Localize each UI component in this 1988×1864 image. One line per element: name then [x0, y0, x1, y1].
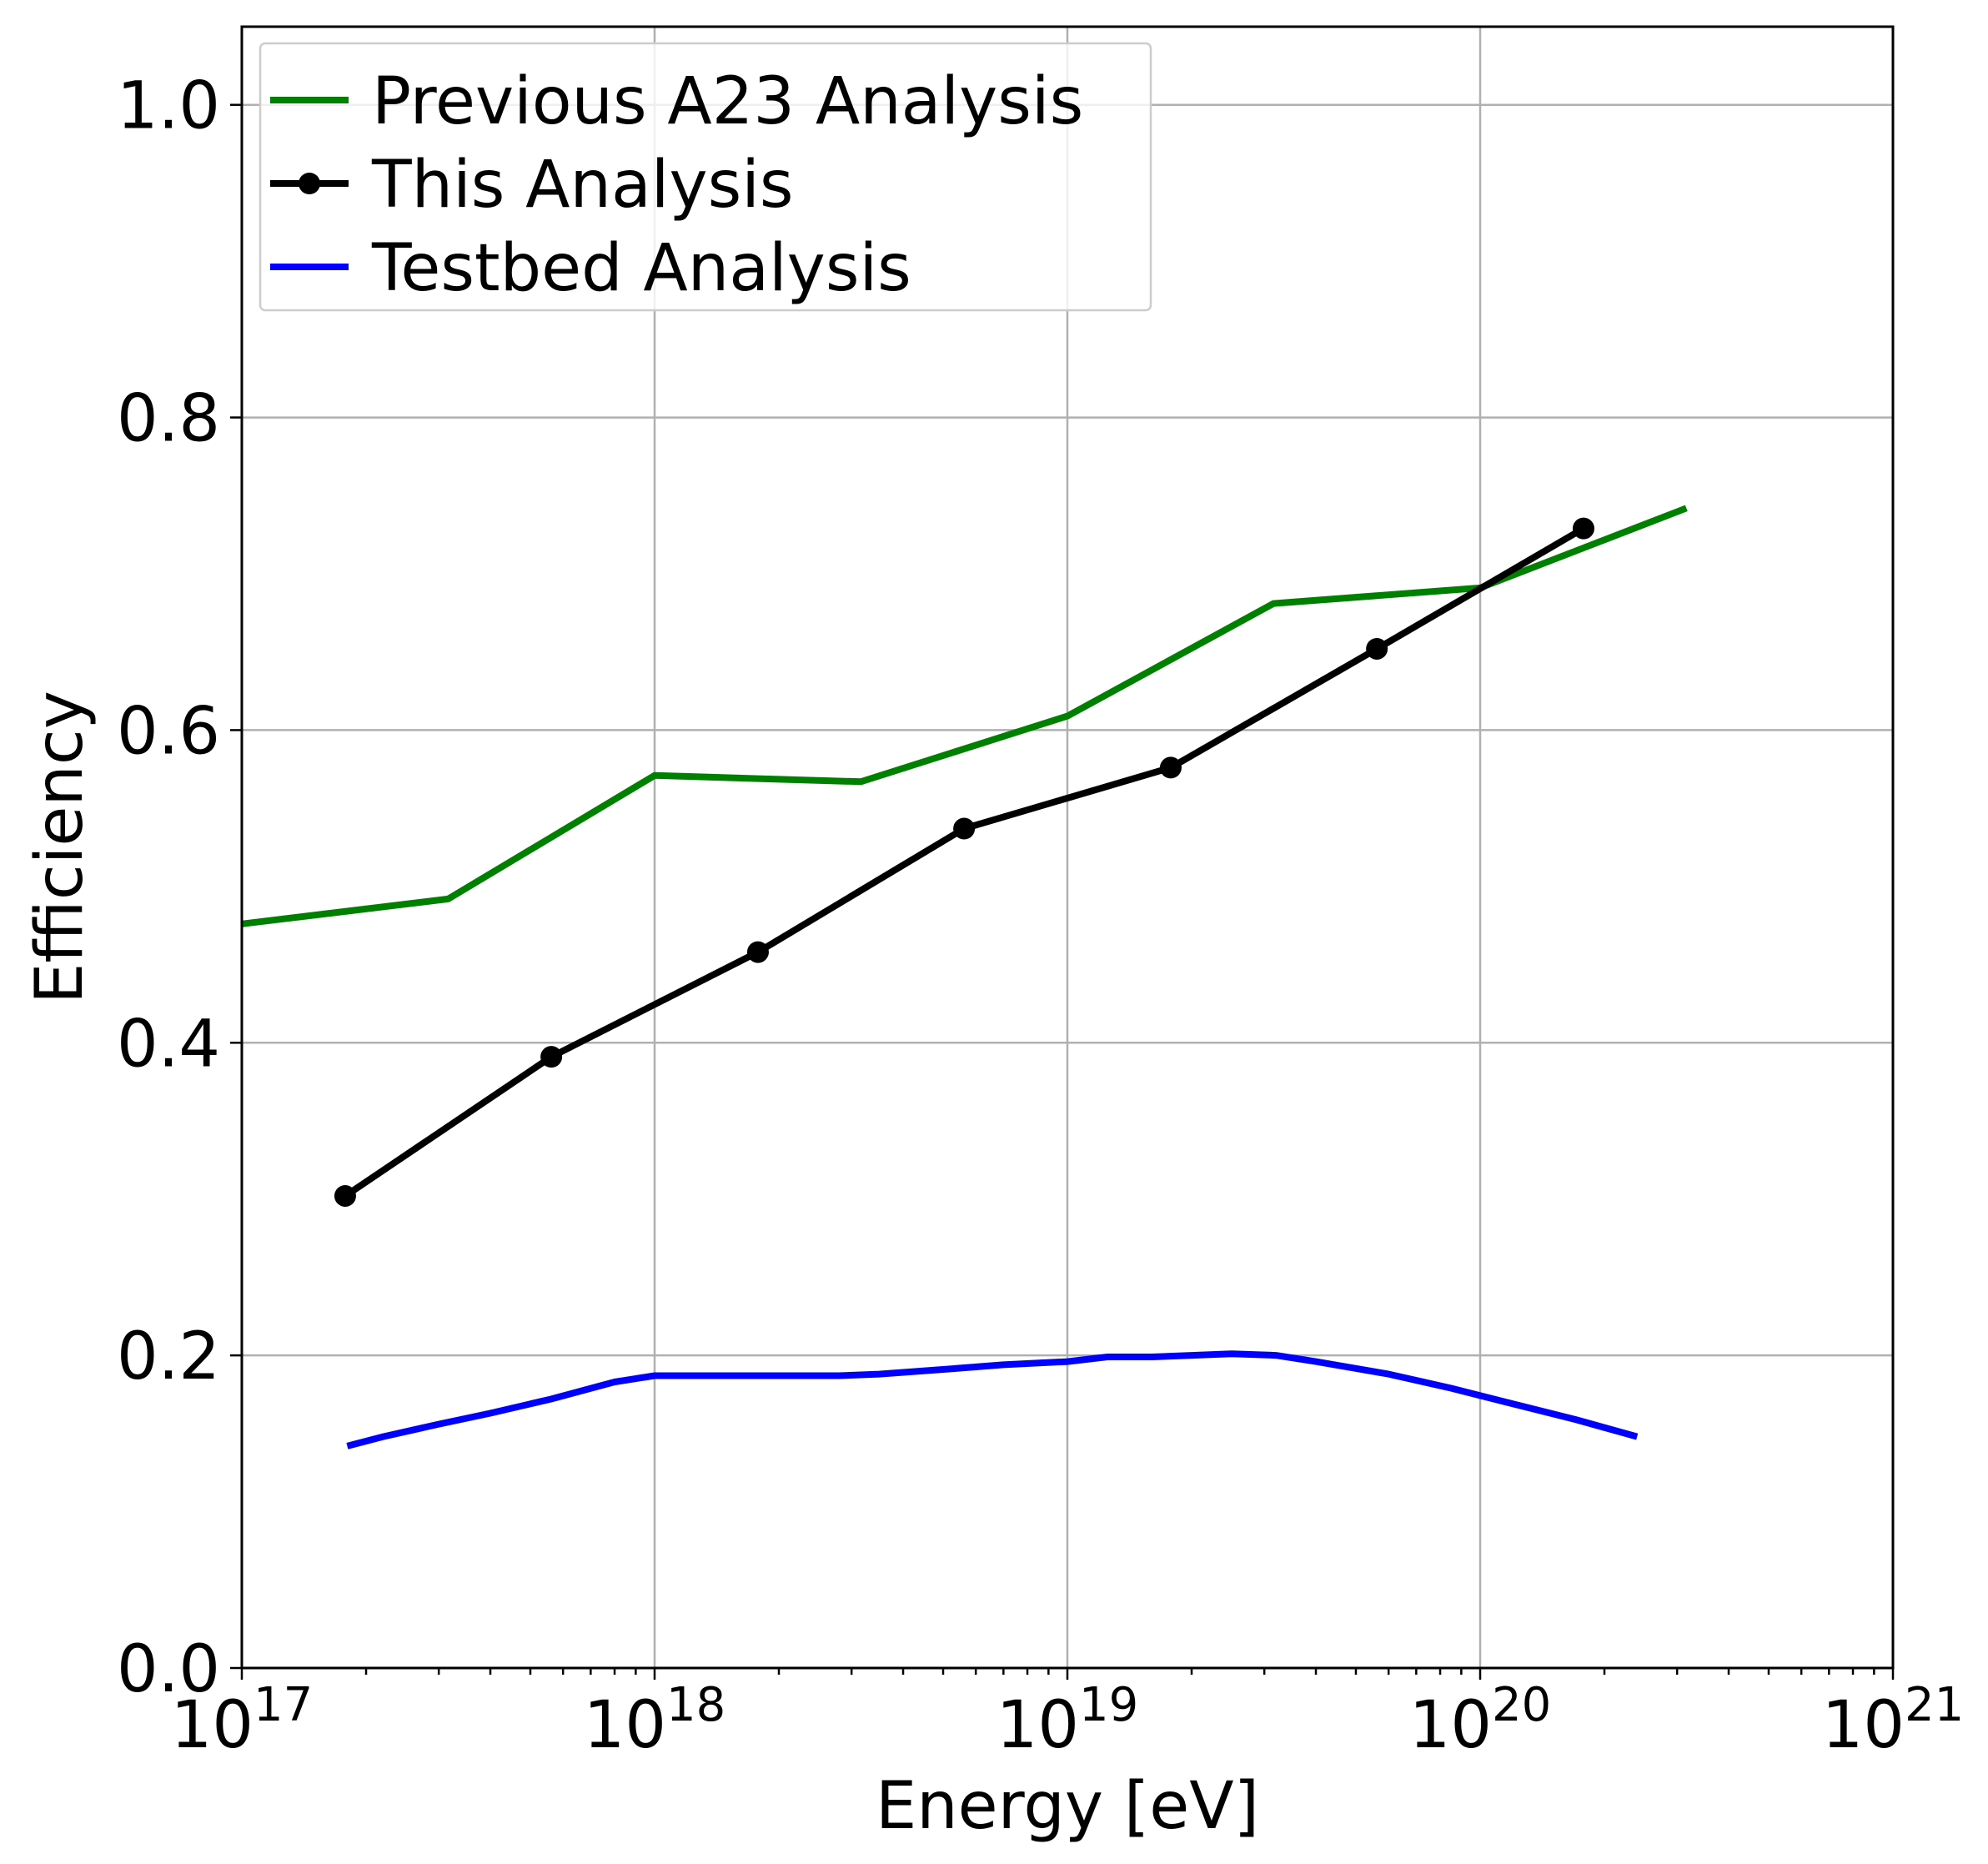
data-point [746, 941, 769, 963]
x-tick-label: 1021 [1822, 1678, 1965, 1763]
series-line-0 [241, 505, 1688, 927]
legend-box [259, 42, 1152, 312]
data-point [1572, 517, 1594, 540]
data-point [1159, 756, 1182, 779]
y-axis-label: Efficiency [23, 691, 98, 1004]
series-line-1 [343, 525, 1586, 1199]
legend-label: Testbed Analysis [371, 231, 911, 306]
data-point [953, 817, 976, 840]
x-tick-label: 1020 [1409, 1678, 1552, 1763]
y-tick-label: 0.8 [117, 382, 220, 457]
data-point [1366, 637, 1388, 660]
x-tick-label: 1018 [584, 1678, 726, 1763]
y-tick-label: 1.0 [117, 69, 220, 144]
legend-label: This Analysis [371, 148, 794, 223]
y-tick-label: 0.0 [117, 1632, 220, 1707]
data-point [334, 1184, 356, 1207]
data-point [540, 1046, 563, 1068]
legend: Previous A23 Analysis This Analysis Testbe… [259, 42, 1152, 312]
y-tick-label: 0.6 [117, 694, 220, 769]
y-tick-label: 0.4 [117, 1007, 220, 1082]
x-axis-label: Energy [eV] [876, 1769, 1259, 1844]
y-tick-label: 0.2 [117, 1319, 220, 1394]
plot-series [241, 505, 1688, 1449]
x-tick-label: 1017 [171, 1678, 314, 1763]
x-tick-label: 1019 [997, 1678, 1139, 1763]
legend-marker [299, 173, 320, 194]
axis-ticks: 0.0 0.2 0.4 0.6 0.8 1.0 1017 1018 1019 1020 1021 [117, 69, 1964, 1763]
legend-label: Previous A23 Analysis [372, 64, 1083, 139]
series-line-2 [346, 1350, 1639, 1449]
